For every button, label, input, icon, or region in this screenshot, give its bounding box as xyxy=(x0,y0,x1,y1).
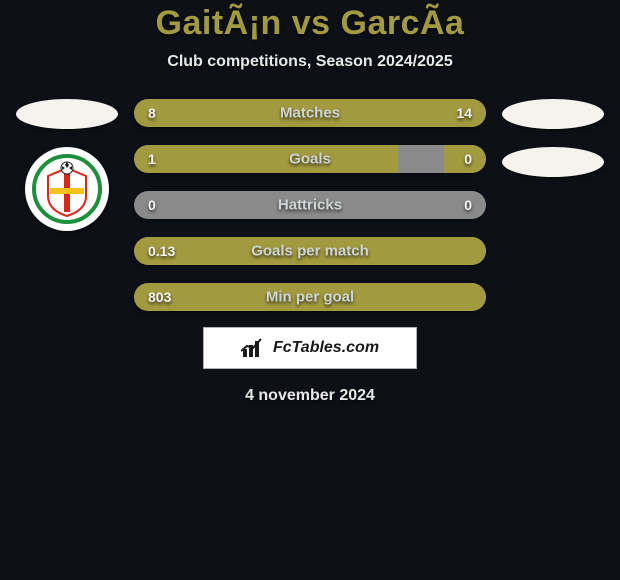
stat-bar-left-value: 8 xyxy=(148,105,156,121)
stat-bar-label: Matches xyxy=(134,105,486,122)
right-player-placeholder-icon xyxy=(502,99,604,129)
subtitle: Club competitions, Season 2024/2025 xyxy=(167,53,452,71)
stat-bar-left-value: 0.13 xyxy=(148,243,175,259)
stat-bar-left-value: 0 xyxy=(148,197,156,213)
right-player-column xyxy=(498,99,608,177)
watermark-text: FcTables.com xyxy=(273,339,379,357)
stat-bar: Goals1 0 xyxy=(134,145,486,173)
watermark: FcTables.com xyxy=(203,327,417,369)
stat-bar: Hattricks0 0 xyxy=(134,191,486,219)
stat-bar: Matches8 14 xyxy=(134,99,486,127)
right-club-placeholder-icon xyxy=(502,147,604,177)
stat-bar-label: Goals per match xyxy=(134,243,486,260)
left-player-placeholder-icon xyxy=(16,99,118,129)
stat-bar-label: Min per goal xyxy=(134,289,486,306)
stat-bar-left-value: 1 xyxy=(148,151,156,167)
stat-bar-label: Goals xyxy=(134,151,486,168)
stat-bars: Matches814Goals10Hattricks00Goals per ma… xyxy=(134,99,486,311)
stat-bar-left-value: 803 xyxy=(148,289,171,305)
stat-bar-right-value: 0 xyxy=(464,151,472,167)
left-club-badge-icon xyxy=(25,147,109,231)
page-title: GaitÃ¡n vs GarcÃ­a xyxy=(156,4,465,43)
generated-date: 4 november 2024 xyxy=(245,387,375,405)
club-crest-icon xyxy=(32,154,102,224)
comparison-body: Matches814Goals10Hattricks00Goals per ma… xyxy=(0,99,620,311)
stat-bar-label: Hattricks xyxy=(134,197,486,214)
stat-bar: Min per goal803 xyxy=(134,283,486,311)
stat-bar-right-value: 0 xyxy=(464,197,472,213)
left-player-column xyxy=(12,99,122,231)
stat-bar: Goals per match0.13 xyxy=(134,237,486,265)
bar-chart-icon xyxy=(241,337,267,359)
stat-bar-right-value: 14 xyxy=(456,105,472,121)
